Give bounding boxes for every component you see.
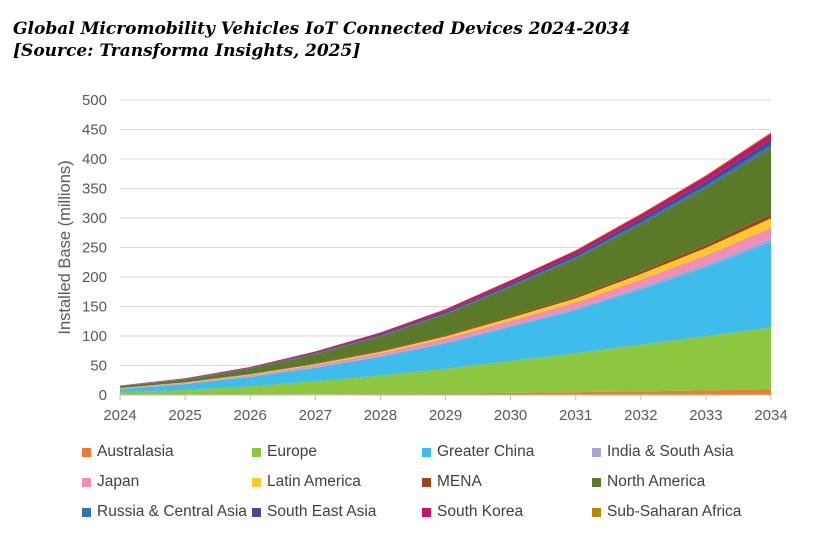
- y-tick-label: 150: [82, 299, 107, 316]
- y-tick-label: 300: [82, 210, 107, 227]
- y-tick-label: 0: [99, 387, 107, 404]
- y-tick-label: 250: [82, 240, 107, 257]
- legend-item-latin-america: Latin America: [252, 470, 361, 494]
- area-north-america: [120, 148, 771, 388]
- y-tick-label: 350: [82, 181, 107, 198]
- legend-item-south-east-asia: South East Asia: [252, 500, 376, 524]
- legend-swatch: [82, 447, 91, 457]
- legend-swatch: [252, 507, 261, 517]
- legend-label: North America: [607, 473, 706, 490]
- legend-swatch: [592, 447, 601, 457]
- y-axis-title: Installed Base (millions): [56, 160, 74, 334]
- legend-swatch: [592, 507, 601, 517]
- x-tick-label: 2030: [494, 407, 527, 424]
- x-tick-label: 2025: [168, 407, 201, 424]
- y-tick-label: 50: [90, 358, 107, 375]
- legend-label: Latin America: [267, 473, 361, 490]
- legend-swatch: [252, 447, 261, 457]
- legend-label: South East Asia: [267, 503, 377, 520]
- y-tick-label: 500: [82, 92, 107, 109]
- legend-label: Australasia: [97, 443, 174, 460]
- legend-swatch: [592, 477, 601, 487]
- legend-item-south-korea: South Korea: [422, 500, 523, 524]
- y-tick-label: 400: [82, 151, 107, 168]
- legend-label: Europe: [267, 443, 317, 460]
- legend-item-greater-china: Greater China: [422, 440, 534, 464]
- x-tick-label: 2032: [624, 407, 657, 424]
- x-tick-label: 2028: [364, 407, 397, 424]
- y-tick-label: 200: [82, 269, 107, 286]
- legend-item-north-america: North America: [592, 470, 705, 494]
- chart-title-line-1: Global Micromobility Vehicles IoT Connec…: [13, 19, 631, 39]
- legend-label: MENA: [437, 473, 482, 490]
- y-tick-label: 100: [82, 328, 107, 345]
- x-tick-label: 2033: [689, 407, 722, 424]
- legend-item-sub-saharan-africa: Sub-Saharan Africa: [592, 500, 741, 524]
- area-europe: [120, 327, 771, 395]
- area-greater-china: [120, 241, 771, 393]
- legend-item-japan: Japan: [82, 470, 139, 494]
- area-australasia: [120, 389, 771, 395]
- legend-label: Greater China: [437, 443, 535, 460]
- legend-swatch: [422, 507, 431, 517]
- x-tick-label: 2029: [429, 407, 462, 424]
- x-tick-label: 2034: [754, 407, 787, 424]
- y-tick-label: 450: [82, 122, 107, 139]
- legend-label: South Korea: [437, 503, 524, 520]
- legend-item-india-south-asia: India & South Asia: [592, 440, 734, 464]
- legend-label: Russia & Central Asia: [97, 503, 247, 520]
- stacked-area-chart: 0 50 100 150 200 250 300 350 400 450 500 2024 2025 20…: [56, 92, 788, 424]
- chart-title-line-2: [Source: Transforma Insights, 2025]: [13, 41, 361, 61]
- legend-item-russia-central-asia: Russia & Central Asia: [82, 500, 247, 524]
- legend-swatch: [82, 507, 91, 517]
- legend-swatch: [252, 477, 261, 487]
- legend-label: Sub-Saharan Africa: [607, 503, 742, 520]
- legend-label: Japan: [97, 473, 140, 490]
- x-tick-label: 2026: [234, 407, 267, 424]
- legend-label: India & South Asia: [607, 443, 734, 460]
- x-tick-label: 2031: [559, 407, 592, 424]
- x-tick-label: 2024: [103, 407, 136, 424]
- legend-item-mena: MENA: [422, 470, 482, 494]
- legend-swatch: [422, 447, 431, 457]
- chart-title: Global Micromobility Vehicles IoT Connec…: [13, 18, 813, 62]
- legend-swatch: [82, 477, 91, 487]
- legend-item-europe: Europe: [252, 440, 317, 464]
- x-tick-label: 2027: [299, 407, 332, 424]
- legend-swatch: [422, 477, 431, 487]
- legend-item-australasia: Australasia: [82, 440, 174, 464]
